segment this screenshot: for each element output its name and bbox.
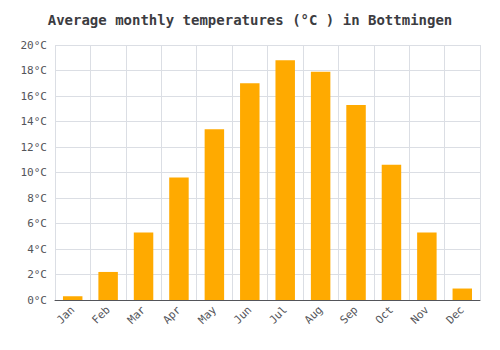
svg-text:Jul: Jul bbox=[267, 303, 290, 326]
svg-text:2°C: 2°C bbox=[27, 268, 47, 281]
svg-text:18°C: 18°C bbox=[21, 64, 48, 77]
svg-text:Average monthly temperatures (: Average monthly temperatures (°C ) in Bo… bbox=[48, 12, 453, 28]
svg-text:May: May bbox=[196, 303, 219, 326]
svg-text:Sep: Sep bbox=[337, 303, 360, 326]
svg-text:Mar: Mar bbox=[125, 303, 148, 326]
svg-text:14°C: 14°C bbox=[21, 115, 48, 128]
svg-text:8°C: 8°C bbox=[27, 192, 47, 205]
svg-text:Jun: Jun bbox=[231, 303, 254, 326]
svg-text:16°C: 16°C bbox=[21, 90, 48, 103]
svg-text:Feb: Feb bbox=[89, 303, 112, 326]
svg-text:Nov: Nov bbox=[408, 303, 431, 326]
svg-text:20°C: 20°C bbox=[21, 39, 48, 52]
svg-text:Jan: Jan bbox=[54, 303, 77, 326]
svg-text:Oct: Oct bbox=[373, 303, 396, 326]
svg-text:6°C: 6°C bbox=[27, 217, 47, 230]
svg-text:12°C: 12°C bbox=[21, 141, 48, 154]
svg-text:Dec: Dec bbox=[444, 303, 467, 326]
svg-text:Aug: Aug bbox=[302, 303, 325, 326]
svg-text:Apr: Apr bbox=[160, 303, 183, 326]
svg-text:4°C: 4°C bbox=[27, 243, 47, 256]
svg-text:0°C: 0°C bbox=[27, 294, 47, 307]
svg-text:10°C: 10°C bbox=[21, 166, 48, 179]
